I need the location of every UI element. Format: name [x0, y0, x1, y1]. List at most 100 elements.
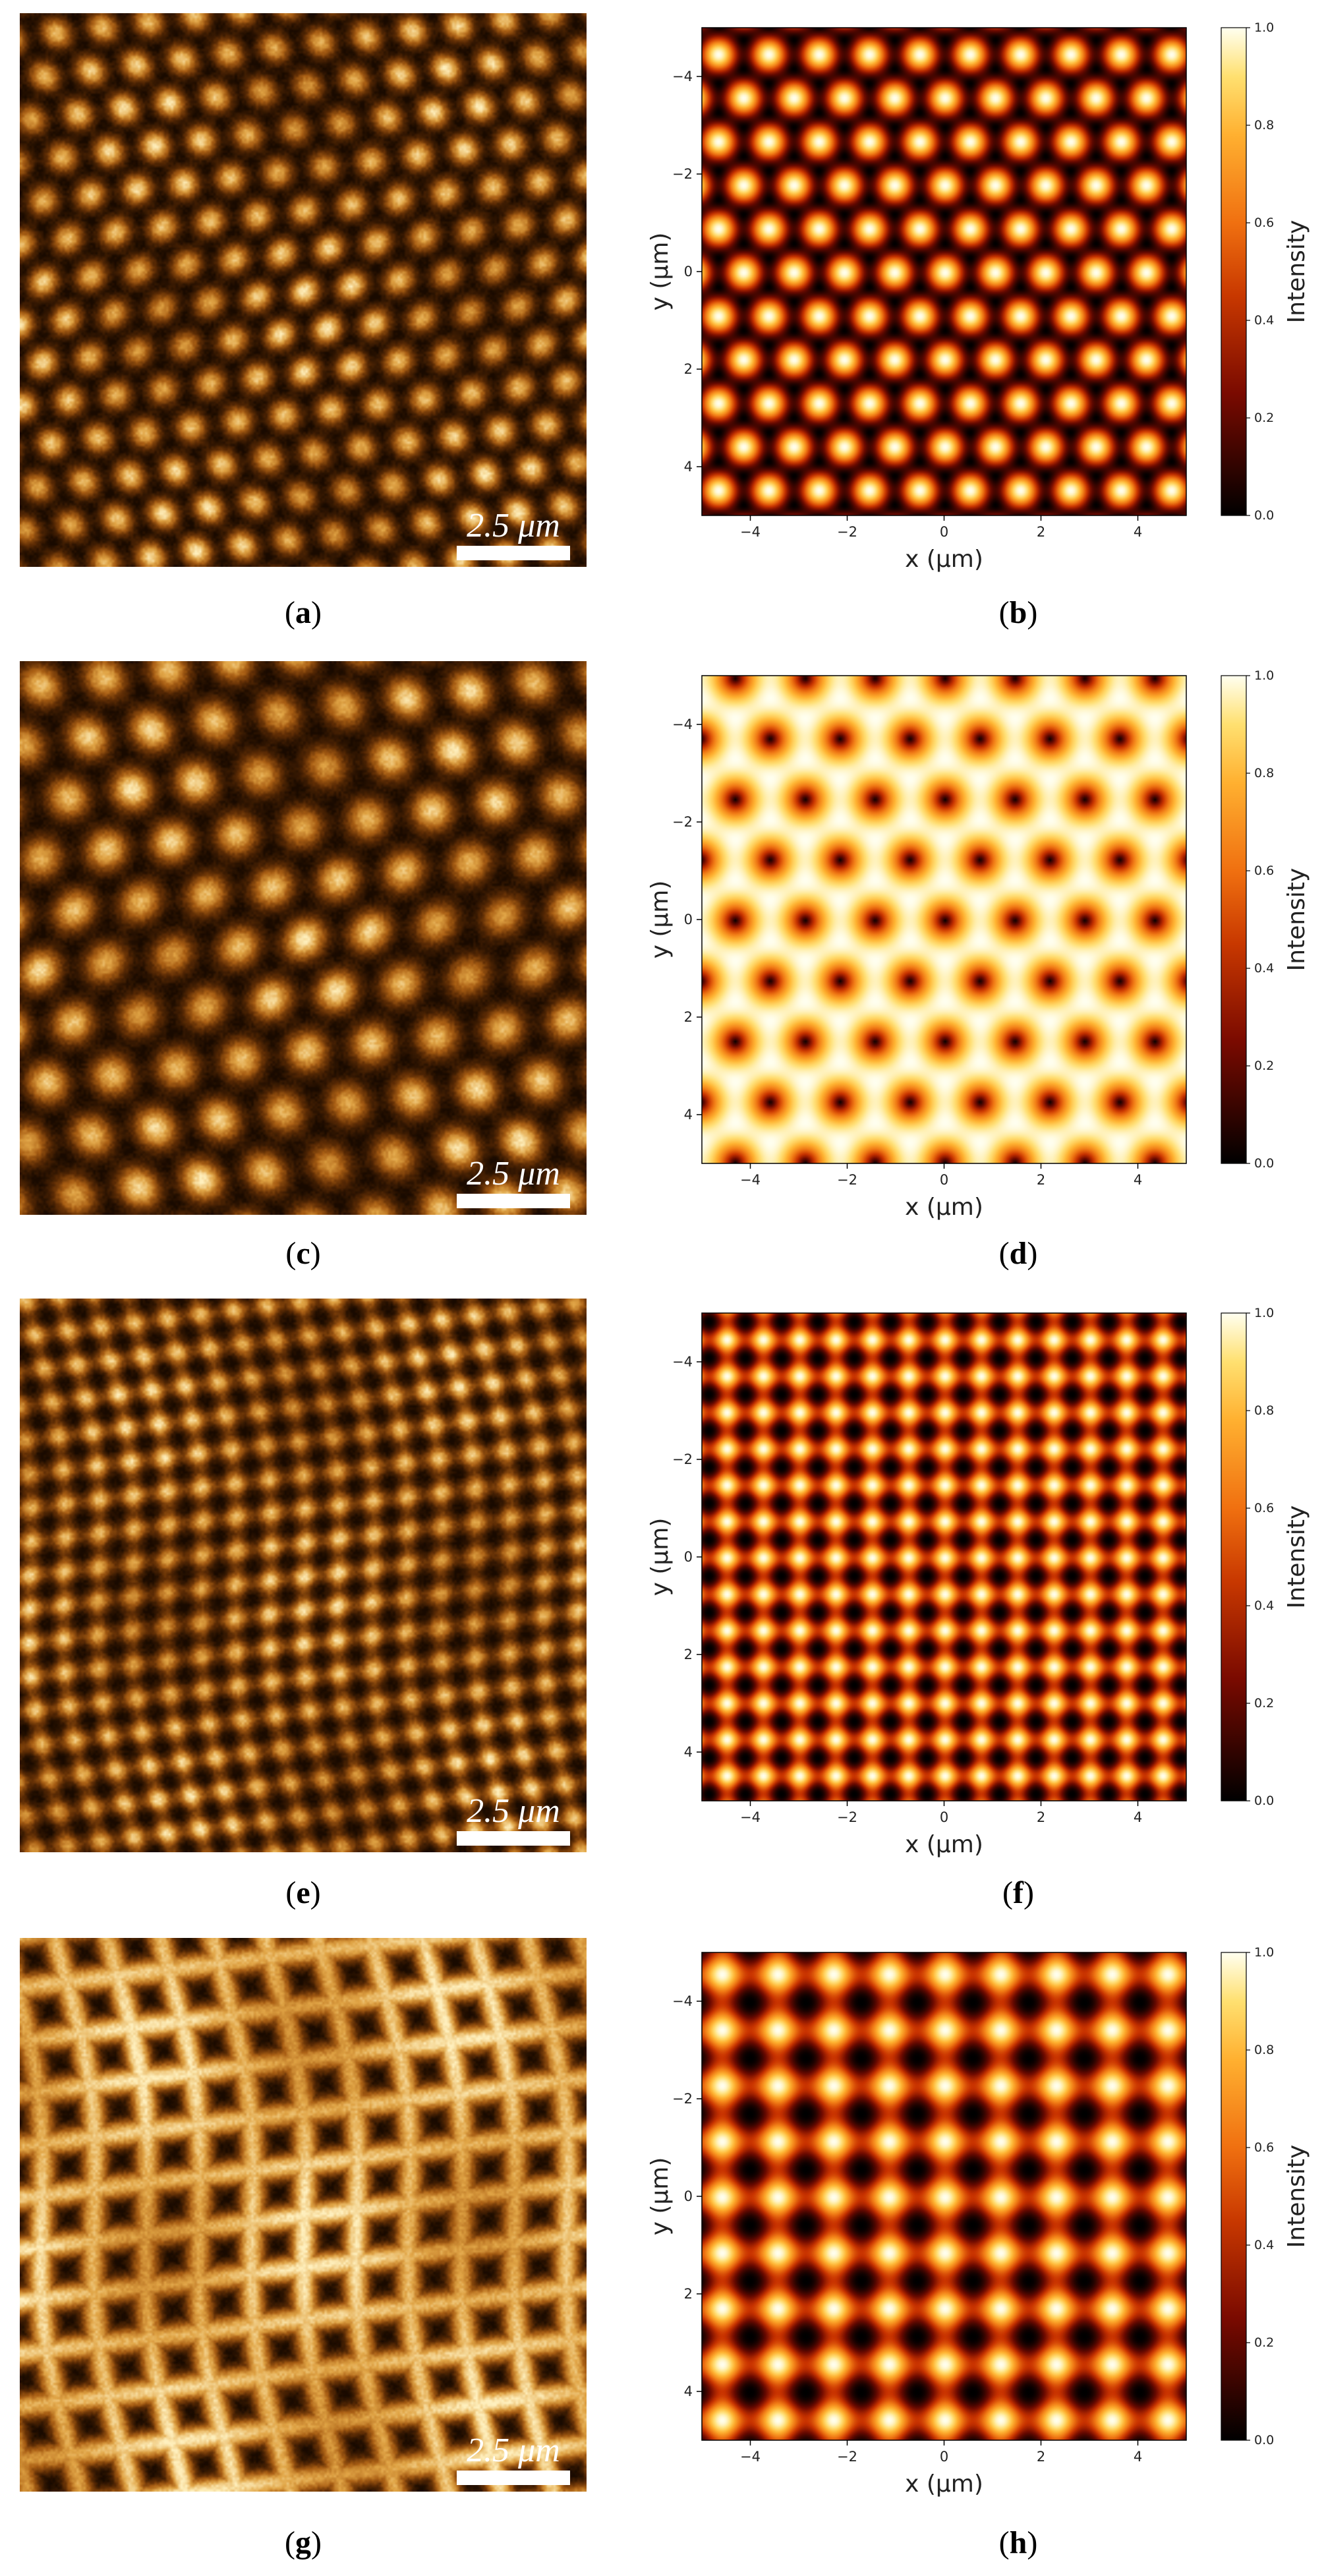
colorbar-tick-label: 0.4: [1254, 313, 1274, 328]
x-tick-label: 4: [1134, 2449, 1142, 2465]
x-tick-label: 4: [1134, 1172, 1142, 1188]
x-axis-label: x (μm): [905, 1194, 983, 1221]
y-tick-label: 4: [684, 1107, 693, 1123]
colorbar-tick-label: 0.2: [1254, 411, 1274, 425]
scale-bar-label: 2.5 μm: [467, 507, 560, 544]
y-tick-label: 2: [684, 1647, 693, 1662]
colorbar: [1221, 676, 1246, 1163]
x-axis-label: x (μm): [905, 2471, 983, 2498]
afm-image: [20, 1299, 587, 1852]
x-tick-label: −2: [837, 1809, 857, 1825]
afm-image: [20, 661, 587, 1215]
x-tick-label: 0: [940, 2449, 948, 2465]
x-tick-label: 4: [1134, 1809, 1142, 1825]
panel-d: −4 −2 0 2 4 −4 −2 0 2 4 x (μm) y (μm) 0.0 0.2 0.4 0.6 0.…: [647, 668, 1310, 1271]
x-tick-label: 0: [940, 524, 948, 540]
x-tick-label: 2: [1037, 1172, 1045, 1188]
colorbar-tick-label: 1.0: [1254, 20, 1274, 35]
colorbar-tick-label: 0.6: [1254, 1501, 1274, 1515]
x-axis-label: x (μm): [905, 1831, 983, 1858]
colorbar: [1221, 1313, 1246, 1801]
y-tick-label: 0: [684, 1549, 693, 1565]
intensity-map: [702, 1952, 1186, 2440]
panel-caption: (d): [999, 1236, 1038, 1271]
y-tick-label: −4: [672, 1354, 693, 1370]
colorbar-tick-label: 0.0: [1254, 1156, 1274, 1171]
panel-caption: (e): [285, 1875, 320, 1910]
y-tick-label: −2: [672, 814, 693, 830]
y-axis-label: y (μm): [647, 233, 674, 311]
colorbar-tick-label: 0.0: [1254, 508, 1274, 523]
colorbar-tick-label: 0.0: [1254, 1794, 1274, 1808]
x-tick-label: 0: [940, 1172, 948, 1188]
x-tick-label: 2: [1037, 524, 1045, 540]
scale-bar: [457, 546, 570, 560]
colorbar-label: Intensity: [1283, 2145, 1310, 2248]
intensity-map: [702, 28, 1186, 515]
scale-bar: [457, 1831, 570, 1846]
panel-caption: (a): [285, 595, 322, 630]
scale-bar-label: 2.5 μm: [467, 1792, 560, 1830]
y-tick-label: −2: [672, 166, 693, 182]
x-tick-label: 2: [1037, 1809, 1045, 1825]
scale-bar: [457, 1194, 570, 1208]
y-tick-label: −4: [672, 1993, 693, 2009]
y-axis-label: y (μm): [647, 1518, 674, 1596]
x-tick-label: 2: [1037, 2449, 1045, 2465]
x-tick-label: −4: [740, 1172, 761, 1188]
panel-e: 2.5 μm (e): [20, 1299, 587, 1910]
x-tick-label: −2: [837, 1172, 857, 1188]
y-tick-label: 0: [684, 912, 693, 927]
colorbar-tick-label: 1.0: [1254, 668, 1274, 683]
colorbar-label: Intensity: [1283, 868, 1310, 972]
colorbar-tick-label: 0.6: [1254, 216, 1274, 230]
colorbar-tick-label: 0.2: [1254, 1696, 1274, 1711]
colorbar-tick-label: 0.8: [1254, 118, 1274, 132]
y-tick-label: 2: [684, 2286, 693, 2302]
y-tick-label: 4: [684, 1744, 693, 1760]
afm-image: [20, 1938, 587, 2492]
panel-a: 2.5 μm (a): [20, 13, 587, 630]
panel-caption: (f): [1002, 1875, 1034, 1910]
x-tick-label: −4: [740, 2449, 761, 2465]
y-tick-label: −2: [672, 1451, 693, 1467]
colorbar-tick-label: 0.6: [1254, 2140, 1274, 2155]
colorbar-label: Intensity: [1283, 220, 1310, 324]
y-tick-label: 2: [684, 361, 693, 377]
colorbar-tick-label: 0.4: [1254, 1598, 1274, 1613]
intensity-map: [702, 1313, 1186, 1801]
y-tick-label: 0: [684, 2188, 693, 2204]
colorbar-tick-label: 0.8: [1254, 2043, 1274, 2057]
x-tick-label: −4: [740, 1809, 761, 1825]
scale-bar-label: 2.5 μm: [467, 2432, 560, 2469]
panel-f: −4 −2 0 2 4 −4 −2 0 2 4 x (μm) y (μm) 0.0 0.2 0.4 0.6 0.…: [647, 1306, 1310, 1910]
x-tick-label: 0: [940, 1809, 948, 1825]
colorbar-tick-label: 0.8: [1254, 1403, 1274, 1418]
x-tick-label: 4: [1134, 524, 1142, 540]
scale-bar-label: 2.5 μm: [467, 1155, 560, 1192]
y-tick-label: −4: [672, 69, 693, 84]
y-tick-label: 0: [684, 264, 693, 279]
colorbar-tick-label: 0.4: [1254, 2238, 1274, 2252]
x-tick-label: −2: [837, 524, 857, 540]
x-axis-label: x (μm): [905, 546, 983, 573]
y-tick-label: −2: [672, 2091, 693, 2107]
panel-caption: (c): [285, 1236, 320, 1271]
colorbar-tick-label: 0.8: [1254, 766, 1274, 780]
y-tick-label: 2: [684, 1009, 693, 1025]
panel-c: 2.5 μm (c): [20, 661, 587, 1271]
y-axis-label: y (μm): [647, 881, 674, 959]
colorbar: [1221, 1952, 1246, 2440]
x-tick-label: −2: [837, 2449, 857, 2465]
scale-bar: [457, 2471, 570, 2485]
y-tick-label: 4: [684, 459, 693, 475]
colorbar-tick-label: 1.0: [1254, 1306, 1274, 1320]
colorbar-tick-label: 0.6: [1254, 864, 1274, 878]
intensity-map: [702, 676, 1186, 1163]
y-axis-label: y (μm): [647, 2157, 674, 2236]
y-tick-label: −4: [672, 717, 693, 732]
colorbar-tick-label: 0.2: [1254, 1059, 1274, 1073]
x-tick-label: −4: [740, 524, 761, 540]
panel-g: 2.5 μm (g): [20, 1938, 587, 2560]
